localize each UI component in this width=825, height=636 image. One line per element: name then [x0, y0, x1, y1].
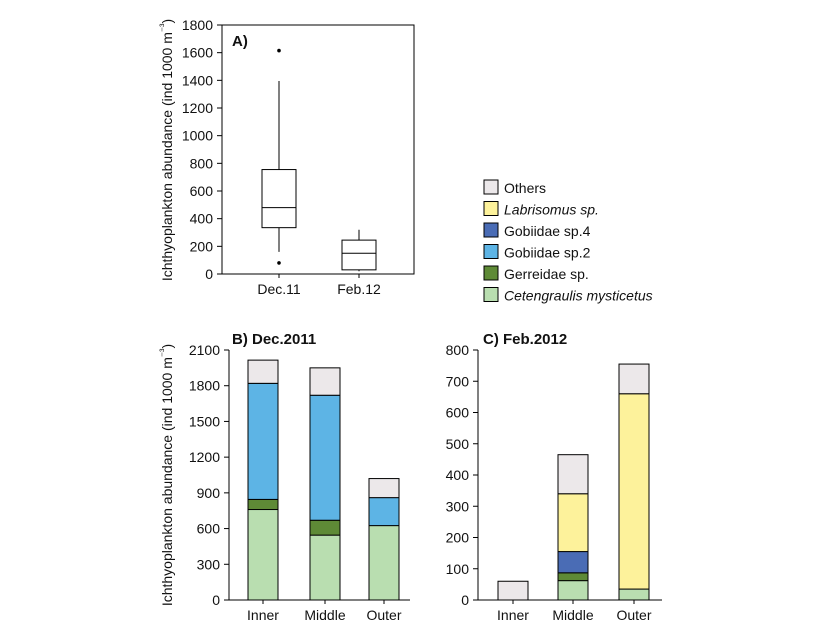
panel-c-ytick-label: 800: [446, 342, 470, 358]
legend-item-Gerreidae: Gerreidae sp.: [483, 265, 589, 282]
bar-segment-Others-Inner: [247, 359, 279, 384]
panel-b: 0 300 600 900 1200 1500 1800 2100 Inner Middle Out…: [189, 331, 410, 623]
bar-segment-Others-Middle: [309, 367, 341, 396]
panel-a-ytick-label: 400: [190, 211, 214, 227]
panel-c-ytick-label: 100: [446, 561, 470, 577]
panel-a-ytick-label: 0: [205, 266, 213, 282]
bar-segment-Others-Outer: [618, 363, 650, 395]
panel-c-ytick-label: 300: [446, 498, 470, 514]
box-outlier: [277, 261, 281, 265]
panel-c-xtick-label: Inner: [497, 607, 529, 623]
panel-a-boxplot: A) 0 200 400 600 800 1000 1200 1400 1600 1800 Dec.1…: [182, 17, 415, 297]
legend-label: Labrisomus sp.: [504, 202, 599, 218]
bar-segment-Others-Middle: [557, 454, 589, 495]
bar-segment-Gobiidae2-Middle: [309, 394, 341, 521]
bar-segment-Cetengraulis-Middle: [309, 534, 341, 601]
panel-a-xtick-label: Dec.11: [257, 281, 301, 297]
legend-label: Others: [504, 180, 546, 196]
legend-swatch: [483, 222, 499, 238]
panel-a-label: A): [232, 33, 248, 50]
panel-c-ytick-label: 600: [446, 405, 470, 421]
panel-c-ytick-label: 200: [446, 530, 470, 546]
panel-c-ytick-label: 0: [461, 592, 469, 608]
box-outlier: [277, 48, 281, 53]
bar-segment-Cetengraulis-Outer: [618, 588, 650, 601]
panel-b-ytick-label: 300: [197, 556, 221, 572]
legend-label: Gerreidae sp.: [504, 266, 589, 282]
bar-segment-Gerreidae-Middle: [557, 572, 589, 582]
legend-label: Gobiidae sp.4: [504, 223, 591, 239]
panel-a-ytick-label: 1000: [182, 128, 213, 144]
legend-swatch: [483, 179, 499, 195]
box-iqr: [261, 169, 297, 229]
panel-c-ytick-label: 500: [446, 436, 470, 452]
legend-swatch: [483, 244, 499, 259]
panel-b-ytick-label: 2100: [189, 342, 220, 358]
bar-segment-Others-Inner: [497, 580, 529, 601]
panel-c-ytick-label: 700: [446, 373, 470, 389]
legend-item-Cetengraulis: Cetengraulis mysticetus: [483, 287, 653, 304]
panel-c-ytick-label: 400: [446, 467, 470, 483]
panel-a-ytick-label: 1200: [182, 100, 213, 116]
bar-segment-Gobiidae2-Inner: [247, 382, 279, 500]
legend: Others Labrisomus sp. Gobiidae sp.4 Gobiida…: [483, 179, 653, 304]
panel-a-ytick-label: 200: [190, 238, 214, 254]
bar-segment-Cetengraulis-Outer: [368, 525, 400, 601]
panel-c-xtick-label: Middle: [552, 607, 593, 623]
panel-a-ytick-label: 600: [190, 183, 214, 199]
bar-segment-Labrisomus-Outer: [618, 393, 650, 590]
legend-label: Cetengraulis mysticetus: [504, 288, 653, 304]
panel-b-ytick-label: 900: [197, 485, 221, 501]
box-iqr: [341, 239, 377, 271]
panel-b-ylabel: Ichthyoplankton abundance (ind 1000 m⁻³): [159, 344, 175, 606]
bar-segment-Gerreidae-Inner: [247, 498, 279, 511]
panel-b-ytick-label: 1500: [189, 413, 220, 429]
panel-b-ytick-label: 1800: [189, 378, 220, 394]
legend-swatch: [483, 201, 499, 216]
panel-b-xtick-label: Middle: [304, 607, 345, 623]
panel-c: 0 100 200 300 400 500 600 700 800 Inner Middle Oute…: [446, 331, 662, 623]
panel-c-title: C) Feb.2012: [483, 331, 567, 348]
legend-swatch: [483, 265, 499, 281]
panel-b-ytick-label: 1200: [189, 449, 220, 465]
legend-item-Gobiidae4: Gobiidae sp.4: [483, 222, 591, 239]
panel-a-frame: [221, 24, 415, 275]
panel-a-ytick-label: 1600: [182, 45, 213, 61]
box-Feb.12: [341, 229, 377, 272]
bar-segment-Gerreidae-Middle: [309, 519, 341, 536]
box-Dec.11: [261, 48, 297, 265]
panel-b-xtick-label: Outer: [366, 607, 401, 623]
bar-segment-Cetengraulis-Inner: [247, 509, 279, 601]
panel-b-ytick-label: 600: [197, 521, 221, 537]
bar-segment-Cetengraulis-Middle: [557, 580, 589, 601]
bar-segment-Gobiidae4-Middle: [557, 551, 589, 574]
panel-b-title: B) Dec.2011: [232, 331, 316, 348]
panel-a-ytick-label: 1400: [182, 72, 213, 88]
panel-b-xtick-label: Inner: [247, 607, 279, 623]
panel-a-xtick-label: Feb.12: [337, 281, 381, 297]
bar-segment-Others-Outer: [368, 478, 400, 499]
bar-segment-Gobiidae2-Outer: [368, 497, 400, 527]
panel-a-ytick-label: 1800: [182, 17, 213, 33]
legend-item-Gobiidae2: Gobiidae sp.2: [483, 244, 591, 261]
panel-c-xtick-label: Outer: [616, 607, 651, 623]
panel-a-ytick-label: 800: [190, 155, 214, 171]
legend-swatch: [483, 287, 499, 302]
legend-item-Labrisomus: Labrisomus sp.: [483, 201, 599, 218]
legend-label: Gobiidae sp.2: [504, 245, 591, 261]
panel-b-ytick-label: 0: [212, 592, 220, 608]
panel-a-ylabel: Ichthyoplankton abundance (ind 1000 m⁻³): [159, 19, 175, 281]
legend-item-Others: Others: [483, 179, 546, 196]
bar-segment-Labrisomus-Middle: [557, 493, 589, 553]
